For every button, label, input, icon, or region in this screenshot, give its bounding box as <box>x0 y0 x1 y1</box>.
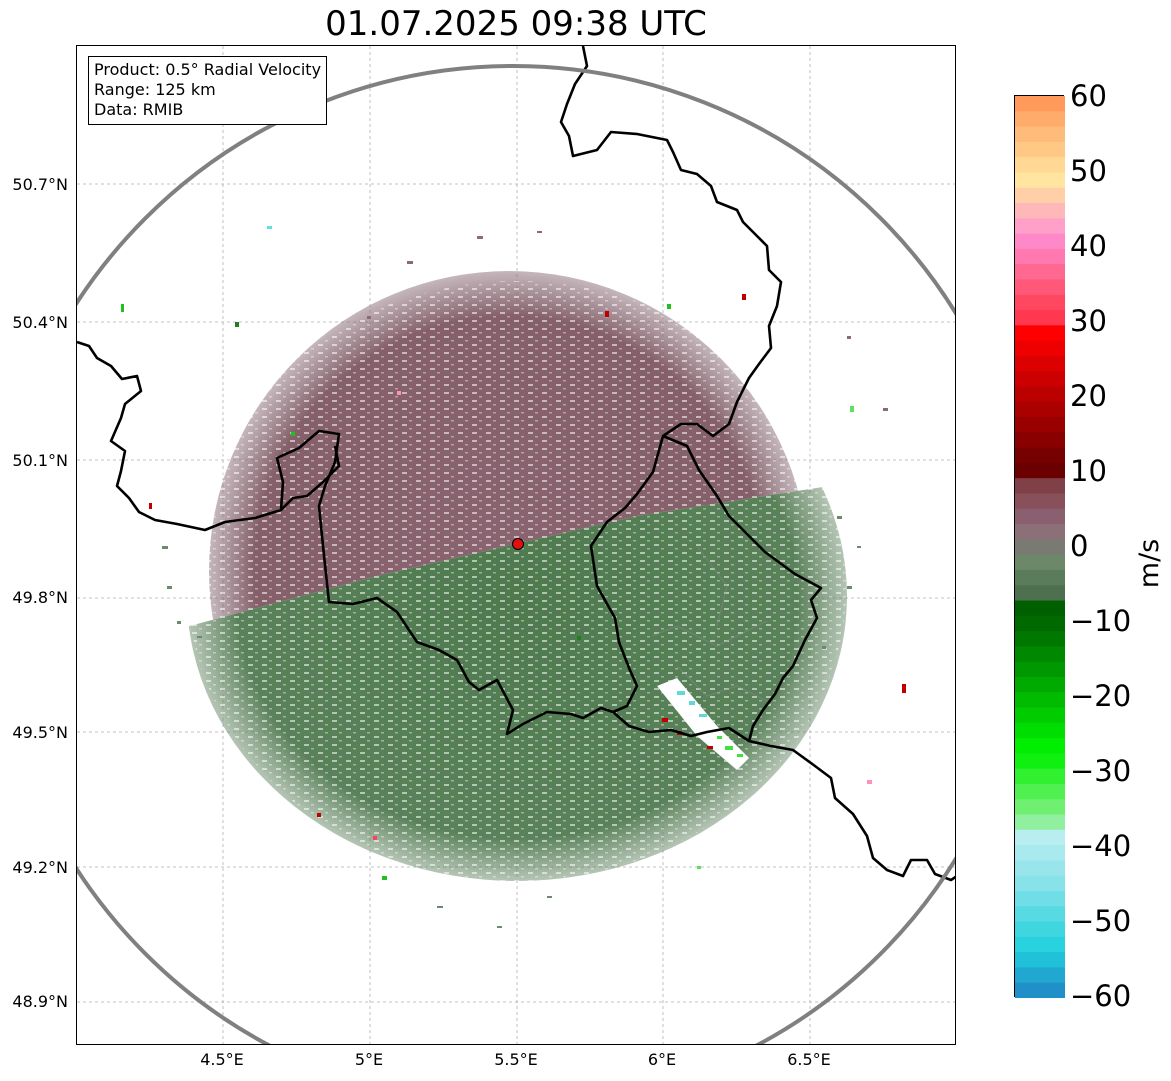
colorbar-band <box>1015 845 1065 862</box>
radar-map[interactable] <box>76 45 956 1045</box>
radar-site-marker[interactable] <box>512 538 524 550</box>
colorbar-band <box>1015 707 1065 724</box>
colorbar-band <box>1015 676 1065 693</box>
colorbar-tick: −20 <box>1070 679 1132 713</box>
colorbar-band <box>1015 417 1065 433</box>
colorbar-band <box>1015 386 1065 403</box>
colorbar-band <box>1015 279 1065 296</box>
colorbar-label: m/s <box>1134 538 1166 589</box>
range-ring <box>77 64 955 1044</box>
colorbar-band <box>1015 829 1065 846</box>
colorbar-band <box>1015 539 1065 556</box>
colorbar-tick: −50 <box>1070 904 1132 938</box>
colorbar-band <box>1015 661 1065 678</box>
colorbar-band <box>1015 982 1065 998</box>
colorbar-band <box>1015 126 1065 143</box>
colorbar-band <box>1015 814 1065 831</box>
info-product: Product: 0.5° Radial Velocity <box>94 60 322 79</box>
colorbar-band <box>1015 554 1065 571</box>
colorbar-band <box>1015 952 1065 969</box>
colorbar-band <box>1015 187 1065 204</box>
colorbar-band <box>1015 768 1065 785</box>
colorbar-band <box>1015 524 1065 540</box>
colorbar-tick: 10 <box>1070 454 1107 488</box>
colorbar-band <box>1015 493 1065 510</box>
lon-tick-label: 4.5°E <box>200 1050 244 1069</box>
colorbar-band <box>1015 906 1065 923</box>
lat-tick-label: 49.8°N <box>12 588 68 607</box>
product-info-box: Product: 0.5° Radial Velocity Range: 125… <box>88 56 328 125</box>
lon-tick-label: 5°E <box>354 1050 384 1069</box>
colorbar-band <box>1015 172 1065 189</box>
chart-title: 01.07.2025 09:38 UTC <box>325 4 707 44</box>
lon-tick-label: 6°E <box>647 1050 677 1069</box>
colorbar-band <box>1015 799 1065 816</box>
lat-tick-label: 49.5°N <box>12 723 68 742</box>
colorbar-band <box>1015 432 1065 449</box>
colorbar-band <box>1015 600 1065 617</box>
colorbar-tick: 60 <box>1070 79 1107 113</box>
colorbar-band <box>1015 615 1065 632</box>
admin-boundaries <box>651 545 778 707</box>
colorbar-tick: 30 <box>1070 304 1107 338</box>
colorbar-band <box>1015 203 1065 219</box>
colorbar-band <box>1015 936 1065 953</box>
colorbar-band <box>1015 218 1065 235</box>
colorbar-band <box>1015 355 1065 372</box>
radar-echo-field <box>121 226 906 928</box>
colorbar-tick: −10 <box>1070 604 1132 638</box>
colorbar-band <box>1015 401 1065 418</box>
colorbar-band <box>1015 310 1065 326</box>
lon-tick-label: 6.5°E <box>787 1050 831 1069</box>
colorbar-band <box>1015 157 1065 174</box>
colorbar-band <box>1015 478 1065 495</box>
velocity-colorbar <box>1014 95 1065 998</box>
lat-tick-label: 50.1°N <box>12 451 68 470</box>
colorbar-tick: 20 <box>1070 379 1107 413</box>
colorbar-tick: −40 <box>1070 829 1132 863</box>
colorbar-band <box>1015 569 1065 586</box>
colorbar-band <box>1015 860 1065 877</box>
colorbar-band <box>1015 890 1065 907</box>
colorbar-band <box>1015 248 1065 265</box>
colorbar-band <box>1015 233 1065 250</box>
colorbar-band <box>1015 111 1065 128</box>
info-source: Data: RMIB <box>94 100 184 119</box>
country-borders <box>77 46 955 882</box>
lat-tick-label: 50.4°N <box>12 313 68 332</box>
colorbar-band <box>1015 967 1065 984</box>
colorbar-band <box>1015 722 1065 739</box>
lat-tick-label: 50.7°N <box>12 175 68 194</box>
lat-tick-label: 48.9°N <box>12 992 68 1011</box>
colorbar-band <box>1015 447 1065 464</box>
colorbar-band <box>1015 692 1065 709</box>
lon-tick-label: 5.5°E <box>494 1050 538 1069</box>
colorbar-tick: 0 <box>1070 529 1089 563</box>
colorbar-tick: −30 <box>1070 754 1132 788</box>
colorbar-band <box>1015 631 1065 647</box>
colorbar-band <box>1015 141 1065 158</box>
colorbar-band <box>1015 585 1065 602</box>
colorbar-band <box>1015 340 1065 357</box>
colorbar-tick: 40 <box>1070 229 1107 263</box>
colorbar-tick: −60 <box>1070 979 1132 1013</box>
colorbar-band <box>1015 875 1065 892</box>
colorbar-band <box>1015 264 1065 281</box>
colorbar-band <box>1015 646 1065 663</box>
colorbar-band <box>1015 921 1065 938</box>
colorbar-band <box>1015 371 1065 388</box>
colorbar-tick: 50 <box>1070 154 1107 188</box>
colorbar-band <box>1015 294 1065 311</box>
colorbar-band <box>1015 325 1065 342</box>
colorbar-band <box>1015 738 1065 754</box>
colorbar-band <box>1015 783 1065 800</box>
map-canvas <box>77 46 955 1044</box>
colorbar-band <box>1015 753 1065 770</box>
lat-tick-label: 49.2°N <box>12 858 68 877</box>
colorbar-band <box>1015 508 1065 525</box>
info-range: Range: 125 km <box>94 80 216 99</box>
colorbar-ramp <box>1015 96 1065 998</box>
colorbar-band <box>1015 462 1065 479</box>
colorbar-band <box>1015 96 1065 112</box>
